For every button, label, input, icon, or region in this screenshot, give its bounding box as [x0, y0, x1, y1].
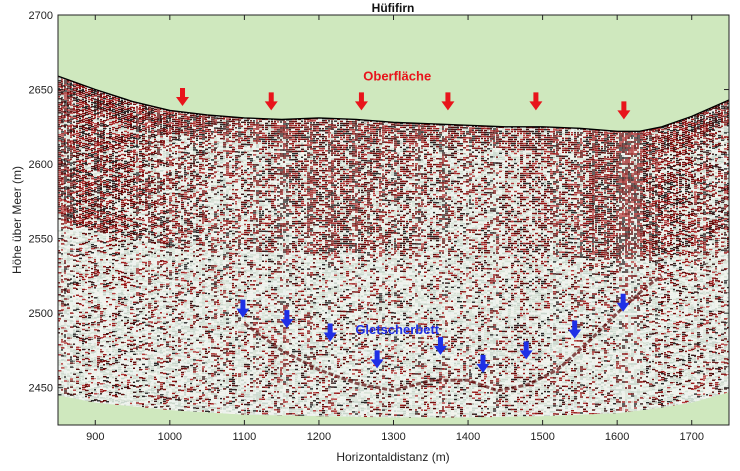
y-tick-label: 2500 — [29, 308, 53, 320]
y-tick-label: 2550 — [29, 234, 53, 246]
surface-label: Oberfläche — [363, 69, 431, 84]
x-tick-label: 1400 — [456, 431, 480, 443]
x-tick-label: 1300 — [381, 431, 405, 443]
x-tick-label: 1700 — [679, 431, 703, 443]
y-tick-label: 2600 — [29, 159, 53, 171]
x-tick-label: 1100 — [233, 431, 257, 443]
y-tick-label: 2450 — [29, 383, 53, 395]
x-axis-title: Horizontaldistanz (m) — [336, 450, 449, 464]
y-tick-label: 2650 — [29, 85, 53, 97]
x-tick-label: 1600 — [605, 431, 629, 443]
bed-label: Gletscherbett — [355, 322, 439, 337]
x-tick-label: 1000 — [158, 431, 182, 443]
x-tick-label: 900 — [86, 431, 104, 443]
x-tick-label: 1200 — [307, 431, 331, 443]
y-tick-label: 2700 — [29, 10, 53, 22]
y-axis-title: Höhe über Meer (m) — [10, 166, 24, 274]
chart-title: Hüfifirn — [372, 1, 415, 15]
x-tick-label: 1500 — [530, 431, 554, 443]
